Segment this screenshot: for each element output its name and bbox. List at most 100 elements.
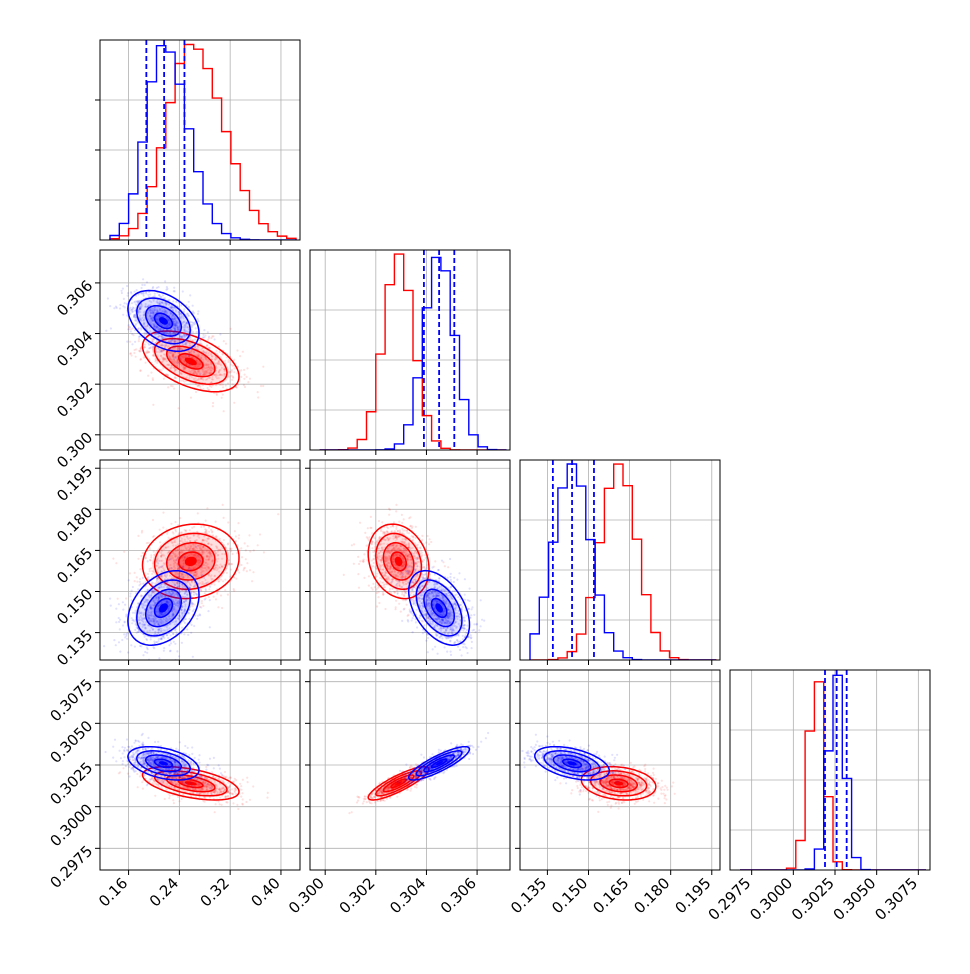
sample-point bbox=[427, 637, 429, 639]
sample-point bbox=[139, 578, 141, 580]
sample-point bbox=[373, 562, 375, 564]
sample-point bbox=[152, 377, 154, 379]
sample-point bbox=[257, 544, 259, 546]
sample-point bbox=[186, 570, 188, 572]
sample-point bbox=[427, 535, 429, 537]
sample-point bbox=[407, 614, 409, 616]
sample-point bbox=[199, 613, 201, 615]
sample-point bbox=[143, 295, 145, 297]
sample-point bbox=[372, 588, 374, 590]
sample-point bbox=[146, 652, 148, 654]
sample-point bbox=[411, 527, 413, 529]
sample-point bbox=[353, 543, 355, 545]
sample-point bbox=[113, 307, 115, 309]
sample-point bbox=[146, 281, 148, 283]
sample-point bbox=[379, 580, 381, 582]
sample-point bbox=[193, 585, 195, 587]
sample-point bbox=[277, 513, 279, 515]
sample-point bbox=[225, 384, 227, 386]
sample-point bbox=[150, 554, 152, 556]
sample-point bbox=[233, 576, 235, 578]
sample-point bbox=[195, 348, 197, 350]
sample-point bbox=[168, 644, 170, 646]
sample-point bbox=[173, 388, 175, 390]
ytick-label-2-3: 0.180 bbox=[53, 503, 96, 546]
sample-point bbox=[194, 338, 196, 340]
sample-point bbox=[398, 521, 400, 523]
sample-point bbox=[155, 641, 157, 643]
sample-point bbox=[202, 334, 204, 336]
sample-point bbox=[189, 352, 191, 354]
sample-point bbox=[240, 369, 242, 371]
sample-point bbox=[160, 566, 162, 568]
sample-point bbox=[449, 558, 451, 560]
sample-point bbox=[119, 619, 121, 621]
sample-point bbox=[192, 334, 194, 336]
sample-point bbox=[229, 371, 231, 373]
sample-point bbox=[259, 533, 261, 535]
sample-point bbox=[190, 632, 192, 634]
sample-point bbox=[202, 574, 204, 576]
sample-point bbox=[147, 375, 149, 377]
sample-point bbox=[205, 520, 207, 522]
sample-point bbox=[432, 648, 434, 650]
sample-point bbox=[199, 373, 201, 375]
sample-point bbox=[152, 286, 154, 288]
sample-point bbox=[107, 297, 109, 299]
sample-point bbox=[464, 599, 466, 601]
sample-point bbox=[185, 529, 187, 531]
sample-point bbox=[146, 647, 148, 649]
sample-point bbox=[401, 514, 403, 516]
sample-point bbox=[412, 539, 414, 541]
sample-point bbox=[215, 521, 217, 523]
sample-point bbox=[132, 327, 134, 329]
sample-point bbox=[419, 547, 421, 549]
sample-point bbox=[252, 571, 254, 573]
sample-point bbox=[381, 521, 383, 523]
sample-point bbox=[212, 405, 214, 407]
sample-point bbox=[209, 599, 211, 601]
sample-point bbox=[166, 665, 168, 667]
sample-point bbox=[249, 569, 251, 571]
sample-point bbox=[247, 545, 249, 547]
sample-point bbox=[368, 575, 370, 577]
sample-point bbox=[222, 386, 224, 388]
sample-point bbox=[197, 318, 199, 320]
sample-point bbox=[204, 592, 206, 594]
sample-point bbox=[121, 639, 123, 641]
sample-point bbox=[230, 328, 232, 330]
sample-point bbox=[189, 583, 191, 585]
sample-point bbox=[139, 370, 141, 372]
sample-point bbox=[387, 527, 389, 529]
sample-point bbox=[216, 593, 218, 595]
sample-point bbox=[167, 354, 169, 356]
sample-point bbox=[377, 596, 379, 598]
sample-point bbox=[204, 598, 206, 600]
sample-point bbox=[246, 570, 248, 572]
sample-point bbox=[197, 313, 199, 315]
sample-point bbox=[170, 642, 172, 644]
sample-point bbox=[207, 610, 209, 612]
sample-point bbox=[165, 289, 167, 291]
sample-point bbox=[118, 641, 120, 643]
sample-point bbox=[144, 651, 146, 653]
sample-point bbox=[205, 588, 207, 590]
sample-point bbox=[415, 621, 417, 623]
sample-point bbox=[142, 654, 144, 656]
sample-point bbox=[92, 323, 94, 325]
sample-point bbox=[420, 550, 422, 552]
sample-point bbox=[178, 407, 180, 409]
sample-point bbox=[425, 557, 427, 559]
sample-point bbox=[363, 577, 365, 579]
sample-point bbox=[115, 608, 117, 610]
panel-1-1 bbox=[310, 250, 510, 455]
sample-point bbox=[195, 546, 197, 548]
sample-point bbox=[235, 535, 237, 537]
sample-point bbox=[217, 606, 219, 608]
sample-point bbox=[203, 329, 205, 331]
sample-point bbox=[401, 522, 403, 524]
sample-point bbox=[403, 608, 405, 610]
sample-point bbox=[127, 651, 129, 653]
sample-point bbox=[133, 352, 135, 354]
sample-point bbox=[382, 593, 384, 595]
